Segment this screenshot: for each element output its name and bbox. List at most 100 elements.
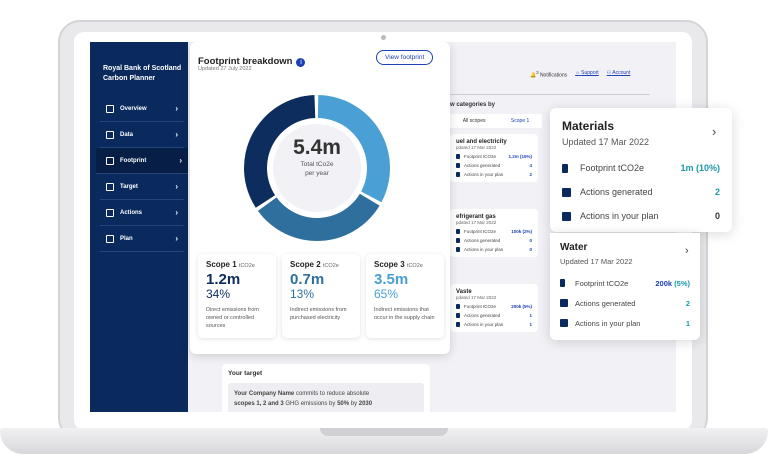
value: 1 <box>685 318 690 328</box>
footprint-icon <box>560 279 565 287</box>
total-label: 5.4m Total tCo2e per year <box>267 136 367 178</box>
label: Actions in your plan <box>580 211 659 221</box>
sidebar-item-overview[interactable]: Overview › <box>100 96 184 122</box>
label: Footprint tCO2e <box>575 278 629 288</box>
support-link[interactable]: ☼ Support <box>575 70 599 79</box>
actions-icon <box>456 238 460 243</box>
updated-date: Updated 27 July 2022 <box>198 66 252 72</box>
footprint-icon <box>106 156 114 165</box>
target-icon <box>106 182 114 191</box>
tab-scope-1[interactable]: Scope 1 <box>510 118 530 124</box>
label: Actions in your plan <box>464 322 504 327</box>
label: Actions generated <box>580 187 653 197</box>
generated-row: Actions generated 0 <box>456 238 532 243</box>
data-icon <box>106 130 114 139</box>
target-year: 2030 <box>358 401 373 407</box>
generated-row: Actions generated 2 <box>562 180 720 204</box>
scope-value: 3.5m <box>374 271 409 288</box>
category-name: uel and electricity <box>456 139 507 145</box>
value: 4 <box>529 163 532 168</box>
notifications-label: Notifications <box>539 72 568 79</box>
scope-3-card: Scope 3 tCO2e 3.5m 65% Indirect emissions t… <box>366 254 444 338</box>
overview-icon <box>106 104 114 113</box>
category-name: Materials <box>562 119 615 133</box>
sidebar-item-target[interactable]: Target › <box>100 174 184 200</box>
total-unit: Total tCo2e <box>300 161 334 168</box>
support-label: Support <box>581 70 599 76</box>
label: Actions in your plan <box>464 172 504 177</box>
scope-value: 0.7m <box>290 271 325 288</box>
value: 200k <box>655 278 673 288</box>
view-footprint-button[interactable]: View footprint <box>376 50 434 65</box>
sidebar: Royal Bank of Scotland Carbon Planner Ove… <box>90 42 188 412</box>
value: 2 <box>529 172 532 177</box>
value: 1 <box>529 313 532 318</box>
plan-icon <box>456 172 460 177</box>
footprint-row: Footprint tCO2e 200k (5%) <box>456 304 532 309</box>
label: Actions <box>120 209 143 216</box>
category-card[interactable]: efrigerant gas pdated 17 Mar 2022 Footpri… <box>450 209 538 257</box>
value: 200k (5%) <box>511 304 532 309</box>
category-updated: pdated 17 Mar 2022 <box>456 145 497 150</box>
label: Actions generated <box>464 163 501 168</box>
label: Actions in your plan <box>464 247 504 252</box>
account-link[interactable]: ⚇ Account <box>607 70 631 79</box>
divider <box>450 94 650 95</box>
materials-card[interactable]: Materials › Updated 17 Mar 2022 Footprin… <box>550 108 732 232</box>
value: 0 <box>529 238 532 243</box>
scope-name: Scope 1 <box>206 260 237 269</box>
category-name: Water <box>560 242 588 253</box>
chevron-right-icon: › <box>685 245 689 257</box>
notification-count: 3 <box>536 70 539 75</box>
text: by <box>349 401 359 407</box>
materials-rows: Footprint tCO2e 1m (10%) Actions generate… <box>562 156 720 228</box>
notifications-link[interactable]: 🔔3 Notifications <box>530 70 568 79</box>
category-updated: pdated 17 Mar 2022 <box>456 220 497 225</box>
value: 100k (2%) <box>511 229 532 234</box>
unit: tCO2e <box>322 263 339 269</box>
category-card[interactable]: uel and electricity pdated 17 Mar 2022 Fo… <box>450 134 538 182</box>
label: Actions generated <box>464 238 501 243</box>
scopes: scopes 1, 2 and 3 <box>234 401 284 407</box>
company-name: Your Company Name <box>234 391 295 397</box>
sidebar-item-actions[interactable]: Actions › <box>100 200 184 226</box>
target-statement: Your Company Name commits to reduce abso… <box>228 383 424 412</box>
plan-icon <box>562 211 571 221</box>
donut-center <box>273 124 361 212</box>
chevron-right-icon: › <box>712 124 717 139</box>
value: 0 <box>714 211 720 221</box>
category-card[interactable]: Vaste pdated 17 Mar 2022 Footprint tCO2e 2… <box>450 284 538 332</box>
scope-name: Scope 3 <box>374 260 405 269</box>
categories-heading: w categories by <box>450 102 496 108</box>
card-title: Footprint breakdown <box>198 56 293 67</box>
donut-segment-scope3 <box>317 95 390 203</box>
scope-percent: 13% <box>290 287 315 301</box>
tab-all-scopes[interactable]: All scopes <box>462 118 486 124</box>
brand-line-1: Royal Bank of Scotland <box>103 65 182 72</box>
plan-icon <box>456 322 460 327</box>
category-name: Vaste <box>456 289 472 295</box>
chevron-right-icon: › <box>175 208 178 217</box>
laptop-notch <box>320 428 448 436</box>
plan-row: Actions in your plan 0 <box>562 204 720 228</box>
user-icon: ⚇ <box>606 70 612 76</box>
value: 1m (10%) <box>680 163 720 173</box>
water-card[interactable]: Water › Updated 17 Mar 2022 Footprint tC… <box>550 233 700 340</box>
actions-icon <box>456 313 460 318</box>
label: Footprint tCO2e <box>464 304 497 309</box>
label: Footprint tCO2e <box>580 163 645 173</box>
info-icon[interactable]: i <box>296 58 306 67</box>
footprint-row: Footprint tCO2e 200k (5%) <box>560 273 690 293</box>
label: Footprint <box>120 157 147 164</box>
target-percent: 50% <box>337 401 350 407</box>
sidebar-item-footprint[interactable]: Footprint › <box>96 148 188 174</box>
chevron-right-icon: › <box>175 104 178 113</box>
plan-row: Actions in your plan 2 <box>456 172 532 177</box>
sidebar-item-data[interactable]: Data › <box>100 122 184 148</box>
generated-row: Actions generated 2 <box>560 293 690 313</box>
plan-icon <box>560 319 568 327</box>
unit: tCO2e <box>406 263 423 269</box>
category-updated: Updated 17 Mar 2022 <box>562 137 650 147</box>
sidebar-item-plan[interactable]: Plan › <box>100 226 184 252</box>
scope-2-card: Scope 2 tCO2e 0.7m 13% Indirect emissions f… <box>282 254 360 338</box>
